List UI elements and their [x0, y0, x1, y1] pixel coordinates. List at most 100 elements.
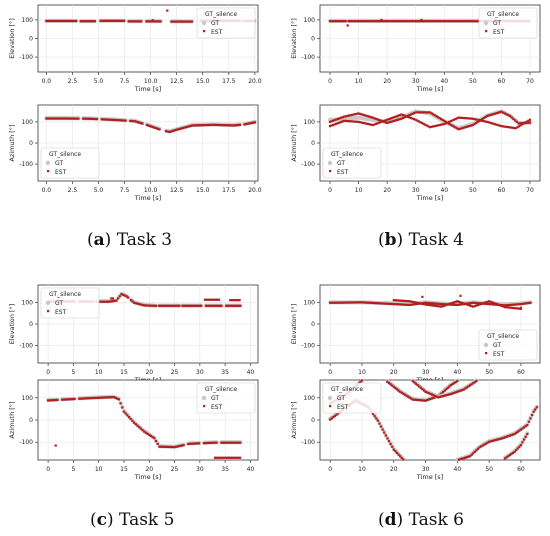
est-point — [328, 20, 332, 23]
est-point — [490, 122, 494, 125]
est-point — [440, 117, 443, 121]
est-point — [112, 396, 115, 399]
est-point — [413, 301, 416, 304]
est-point — [193, 304, 197, 307]
est-point — [199, 124, 202, 127]
legend-est-label: EST — [211, 29, 223, 36]
est-point — [489, 440, 492, 443]
est-point — [465, 20, 468, 23]
legend-box — [40, 287, 100, 319]
est-point — [495, 438, 499, 441]
x-tick-label: 5 — [71, 466, 75, 473]
est-point — [217, 298, 221, 301]
est-point — [411, 398, 414, 401]
est-point — [112, 19, 115, 22]
est-point — [184, 20, 187, 23]
est-point — [110, 19, 113, 22]
est-point — [451, 301, 454, 304]
x-tick-label: 60 — [517, 466, 525, 473]
est-point — [87, 20, 90, 23]
est-point — [459, 303, 462, 306]
est-point — [381, 302, 384, 305]
est-point — [375, 417, 378, 420]
est-point — [413, 20, 416, 23]
est-point — [204, 441, 207, 445]
est-point — [181, 444, 184, 447]
est-point — [179, 444, 182, 447]
est-point — [167, 445, 170, 449]
est-point — [530, 414, 534, 417]
est-point — [443, 303, 446, 306]
est-point — [443, 122, 446, 126]
y-tick-label: 100 — [22, 395, 34, 402]
chart-b-elevation: 0 10 20 30 40 50 60 70 -100 0 100 Time [s] Elevation… — [290, 4, 541, 93]
est-point — [505, 456, 508, 459]
est-point — [347, 120, 351, 123]
est-point — [62, 19, 65, 23]
est-point — [54, 19, 57, 23]
x-tick-label: 30 — [196, 369, 204, 376]
est-point — [394, 299, 397, 302]
x-tick-label: 30 — [412, 187, 420, 194]
est-point — [226, 304, 229, 307]
est-point — [413, 398, 416, 401]
legend-gt-marker — [327, 160, 333, 166]
est-point — [433, 125, 436, 128]
est-point — [102, 118, 105, 121]
est-point — [463, 126, 467, 129]
est-point — [105, 19, 108, 22]
est-point — [498, 111, 501, 114]
est-point — [508, 126, 511, 129]
est-point — [410, 300, 413, 303]
est-point — [371, 116, 374, 119]
est-point — [333, 414, 337, 417]
est-point — [437, 302, 440, 305]
x-tick-label: 10 — [355, 78, 363, 85]
est-point — [119, 119, 122, 122]
est-point — [341, 116, 344, 119]
est-point — [178, 20, 181, 23]
est-point — [134, 423, 137, 426]
est-point — [141, 303, 144, 307]
est-point — [473, 117, 476, 121]
est-point — [418, 302, 421, 305]
est-point — [407, 20, 410, 23]
legend-silence-label: GT_silence — [331, 151, 363, 158]
est-point — [146, 20, 150, 23]
est-point — [395, 388, 399, 391]
est-point — [166, 130, 169, 133]
est-point — [446, 20, 449, 23]
est-point — [424, 123, 427, 126]
est-point — [506, 125, 509, 129]
est-point — [399, 299, 402, 302]
est-point — [228, 456, 231, 459]
est-point — [411, 112, 414, 115]
est-point — [346, 119, 349, 123]
est-point — [153, 20, 156, 23]
est-point — [495, 303, 499, 306]
x-tick-label: 40 — [454, 466, 462, 473]
est-point — [355, 112, 359, 115]
est-point — [146, 304, 149, 307]
est-point — [419, 302, 422, 305]
x-tick-label: 50 — [485, 466, 493, 473]
est-point — [492, 301, 496, 305]
est-point — [82, 397, 86, 400]
est-point — [196, 304, 200, 307]
est-point — [382, 20, 385, 23]
est-point — [341, 120, 344, 123]
est-point — [435, 304, 438, 308]
est-point — [526, 302, 529, 305]
est-point — [513, 303, 516, 306]
est-point — [507, 455, 510, 458]
est-point — [403, 116, 406, 119]
est-point — [500, 125, 503, 128]
est-point — [207, 441, 210, 445]
est-point — [438, 116, 441, 120]
est-point — [411, 303, 414, 306]
est-point — [452, 125, 455, 128]
est-point — [150, 20, 153, 23]
est-point — [221, 124, 224, 127]
est-point — [353, 20, 356, 23]
est-point — [440, 305, 443, 308]
